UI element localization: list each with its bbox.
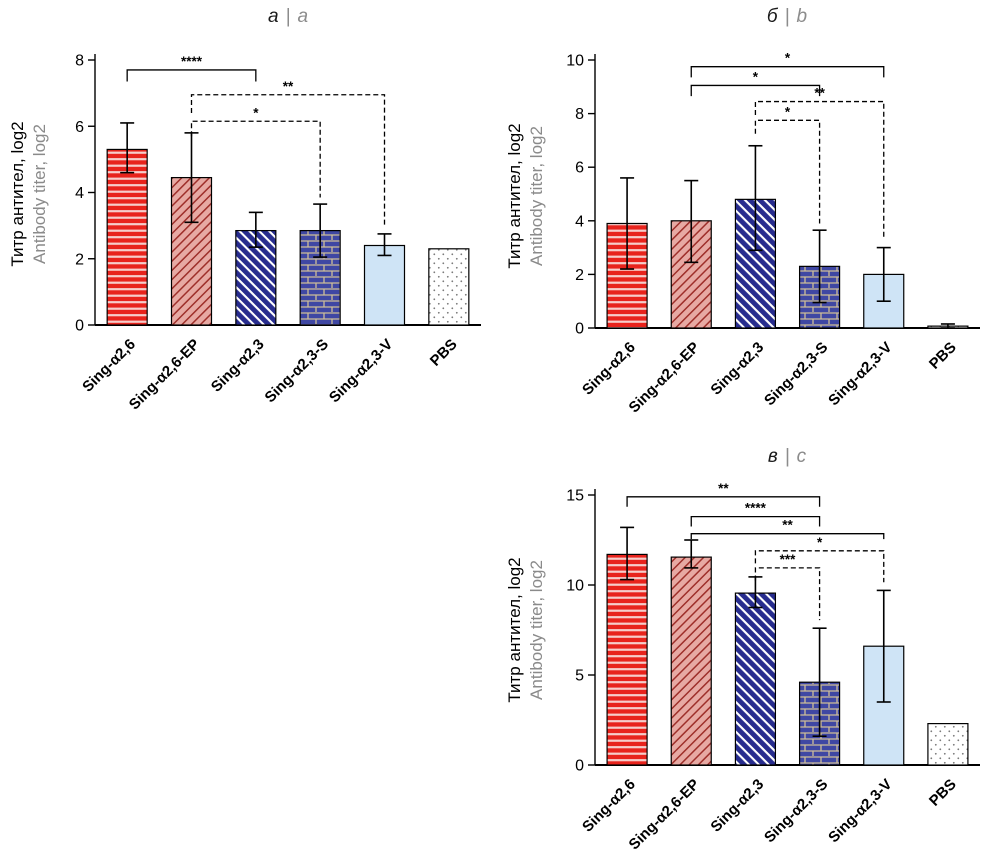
significance-bracket — [690, 533, 885, 540]
significance-label: * — [817, 535, 823, 550]
y-tick-label: 10 — [566, 578, 584, 595]
significance-bracket — [190, 94, 386, 226]
bar-Sing-α2,3-V — [363, 244, 406, 326]
y-tick-label: 6 — [575, 160, 584, 177]
panel-a-title-separator: | — [285, 6, 291, 27]
bar-Sing-α2,3 — [734, 592, 777, 766]
chart-panel-b: 0 2 4 6 8 10 Sing-α2,6 Sing-α2,6-EP Sing-α2,3 Sin… — [497, 0, 993, 432]
significance-label: ** — [782, 518, 793, 533]
y-tick-label: 2 — [75, 251, 84, 268]
bar-PBS — [428, 248, 470, 326]
y-tick-label: 5 — [575, 668, 584, 685]
x-category-label: PBS — [427, 336, 461, 370]
significance-label: * — [785, 104, 791, 119]
significance-label: **** — [745, 501, 767, 516]
y-tick-label: 8 — [575, 106, 584, 123]
significance-bracket — [754, 100, 885, 239]
y-axis-label-en: Antibody titer, log2 — [527, 126, 546, 266]
significance-bracket — [690, 515, 821, 527]
y-axis-label-ru: Титр антител, log2 — [8, 121, 27, 267]
panel-c-label-en: c — [796, 446, 807, 467]
panel-c-label-ru: в — [767, 446, 778, 467]
significance-label: * — [785, 51, 791, 66]
y-axis-label-ru: Титр антител, log2 — [505, 123, 524, 269]
panel-a-title: а | a — [178, 6, 398, 28]
y-axis-label-en: Antibody titer, log2 — [527, 560, 546, 700]
significance-label: *** — [780, 552, 797, 567]
x-category-label: Sing-α2,3-S — [262, 336, 332, 406]
panel-b-label-ru: б — [766, 6, 778, 27]
y-axis-label-en: Antibody titer, log2 — [30, 124, 49, 264]
x-category-label: Sing-α2,6 — [579, 776, 639, 836]
bar-Sing-α2,6-EP — [670, 556, 712, 766]
panel-b-title-separator: | — [784, 6, 790, 27]
y-tick-label: 4 — [75, 185, 84, 202]
panel-b-label-en: b — [796, 6, 808, 27]
y-tick-label: 2 — [575, 267, 584, 284]
significance-bracket — [754, 550, 885, 583]
panel-c-title-separator: | — [784, 446, 790, 467]
panel-a-label-ru: а — [267, 6, 279, 27]
y-tick-label: 15 — [566, 488, 584, 505]
significance-bracket — [690, 84, 821, 97]
y-tick-label: 0 — [575, 758, 584, 775]
x-category-label: Sing-α2,3 — [208, 336, 268, 396]
y-tick-label: 0 — [75, 318, 84, 335]
y-tick-label: 8 — [75, 53, 84, 70]
significance-bracket — [126, 69, 257, 82]
chart-panel-a: 0 2 4 6 8 Sing-α2,6 Sing-α2,6-EP Sing-α2,3 Sing-… — [0, 0, 497, 432]
significance-label: * — [753, 69, 759, 84]
x-category-label: Sing-α2,3-S — [761, 776, 831, 846]
panel-b-y-axis-label: Титр антител, log2 Antibody titer, log2 — [504, 36, 550, 356]
x-category-label: PBS — [926, 339, 960, 373]
x-category-label: Sing-α2,3-S — [761, 339, 831, 409]
panel-a-y-axis-label: Титр антител, log2 Antibody titer, log2 — [7, 34, 53, 354]
significance-bracket — [626, 496, 821, 507]
significance-bracket — [754, 567, 821, 621]
y-tick-label: 10 — [566, 53, 584, 70]
y-tick-label: 0 — [575, 321, 584, 338]
y-tick-label: 4 — [575, 213, 584, 230]
y-tick-label: 6 — [75, 119, 84, 136]
significance-label: **** — [181, 54, 203, 69]
y-axis-label-ru: Титр антител, log2 — [505, 557, 524, 703]
significance-label: * — [253, 105, 259, 120]
significance-label: ** — [283, 79, 294, 94]
x-category-label: Sing-α2,6 — [579, 339, 639, 399]
panel-c-title: в | c — [677, 446, 897, 468]
x-category-label: Sing-α2,3-V — [825, 339, 895, 409]
x-category-label: Sing-α2,3 — [707, 339, 767, 399]
x-category-label: Sing-α2,3-V — [326, 336, 396, 406]
panel-a-label-en: a — [297, 6, 309, 27]
x-category-label: Sing-α2,3-V — [825, 776, 895, 846]
panel-c-y-axis-label: Титр антител, log2 Antibody titer, log2 — [504, 470, 550, 790]
x-category-label: Sing-α2,3 — [707, 776, 767, 836]
significance-label: ** — [718, 481, 729, 496]
bar-Sing-α2,6 — [606, 553, 648, 766]
bar-PBS — [927, 723, 969, 766]
x-category-label: PBS — [926, 776, 960, 810]
significance-label: ** — [814, 86, 825, 101]
significance-bracket — [754, 119, 821, 224]
x-category-label: Sing-α2,6 — [79, 336, 139, 396]
panel-b-title: б | b — [677, 6, 897, 28]
bar-Sing-α2,6 — [106, 148, 148, 326]
significance-bracket — [690, 66, 885, 78]
chart-panel-c: 0 5 10 15 Sing-α2,6 Sing-α2,6-EP Sing-α2,3 Sing… — [497, 432, 993, 865]
